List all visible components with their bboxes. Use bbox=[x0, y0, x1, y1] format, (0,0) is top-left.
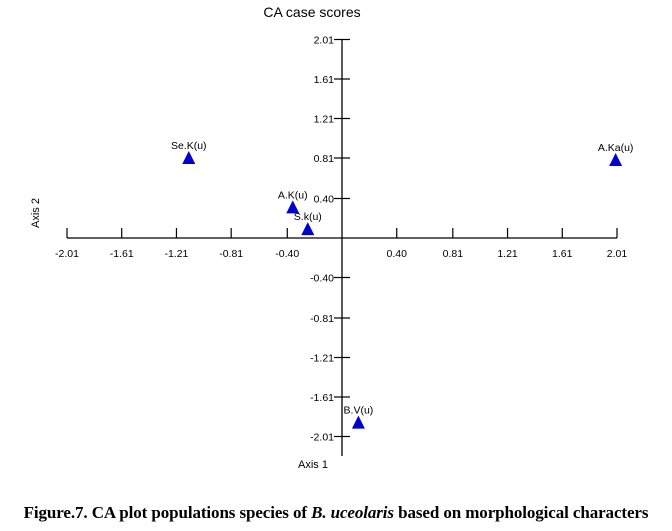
x-tick-label: 2.01 bbox=[607, 248, 628, 260]
x-tick-label: -0.81 bbox=[219, 248, 243, 260]
point-label: B.V(u) bbox=[344, 405, 374, 417]
x-tick-label: -2.01 bbox=[55, 248, 79, 260]
x-tick-label: 0.40 bbox=[387, 248, 408, 260]
y-tick-label: 0.40 bbox=[314, 193, 335, 205]
chart-title: CA case scores bbox=[263, 4, 360, 20]
y-tick-label: -0.40 bbox=[310, 273, 334, 285]
y-tick-label: 1.21 bbox=[314, 114, 335, 126]
ca-scatter-chart: CA case scores Axis 1 Axis 2 -2.01 -1.61-… bbox=[30, 4, 633, 471]
data-points: Se.K(u) A.K(u) S.k(u) A.Ka(u) B.V(u) bbox=[171, 140, 633, 429]
caption-species: B. uceolaris bbox=[311, 503, 394, 522]
y-tick-label: -0.81 bbox=[310, 313, 334, 325]
x-tick-label: -1.21 bbox=[164, 248, 188, 260]
caption-prefix: Figure.7. CA plot populations species of bbox=[23, 503, 312, 522]
point-label: A.K(u) bbox=[278, 189, 308, 201]
x-tick-label: -1.61 bbox=[110, 248, 134, 260]
point-marker bbox=[609, 152, 623, 166]
point-marker bbox=[286, 200, 300, 214]
point-label: Se.K(u) bbox=[171, 140, 207, 152]
x-tick-label: 1.21 bbox=[497, 248, 518, 260]
point-marker bbox=[351, 415, 365, 429]
y-tick-label: 2.01 bbox=[314, 35, 335, 47]
caption-suffix: based on morphological characters bbox=[393, 503, 649, 522]
x-tick-label: 0.81 bbox=[443, 248, 464, 260]
x-ticks: -2.01 -1.61 -1.21 -0.81 -0.40 0.40 0.81 1.21 1.6… bbox=[55, 228, 627, 260]
point-marker bbox=[301, 222, 315, 236]
x-tick-label: -0.40 bbox=[275, 248, 299, 260]
y-tick-label: -1.61 bbox=[310, 392, 334, 404]
y-axis-label: Axis 2 bbox=[30, 198, 42, 228]
x-axis-label: Axis 1 bbox=[298, 459, 328, 471]
y-ticks: 2.01 1.61 1.21 0.81 0.40 -0.40 -0.81 -1.21 -1.61… bbox=[310, 35, 350, 444]
y-tick-label: 0.81 bbox=[314, 153, 335, 165]
point-label: A.Ka(u) bbox=[598, 142, 634, 154]
y-tick-label: -1.21 bbox=[310, 352, 334, 364]
x-tick-label: 1.61 bbox=[552, 248, 573, 260]
y-tick-label: -2.01 bbox=[310, 432, 334, 444]
point-marker bbox=[182, 151, 196, 165]
figure-caption: Figure.7. CA plot populations species of… bbox=[0, 503, 672, 523]
point-label: S.k(u) bbox=[294, 211, 322, 223]
y-tick-label: 1.61 bbox=[314, 74, 335, 86]
